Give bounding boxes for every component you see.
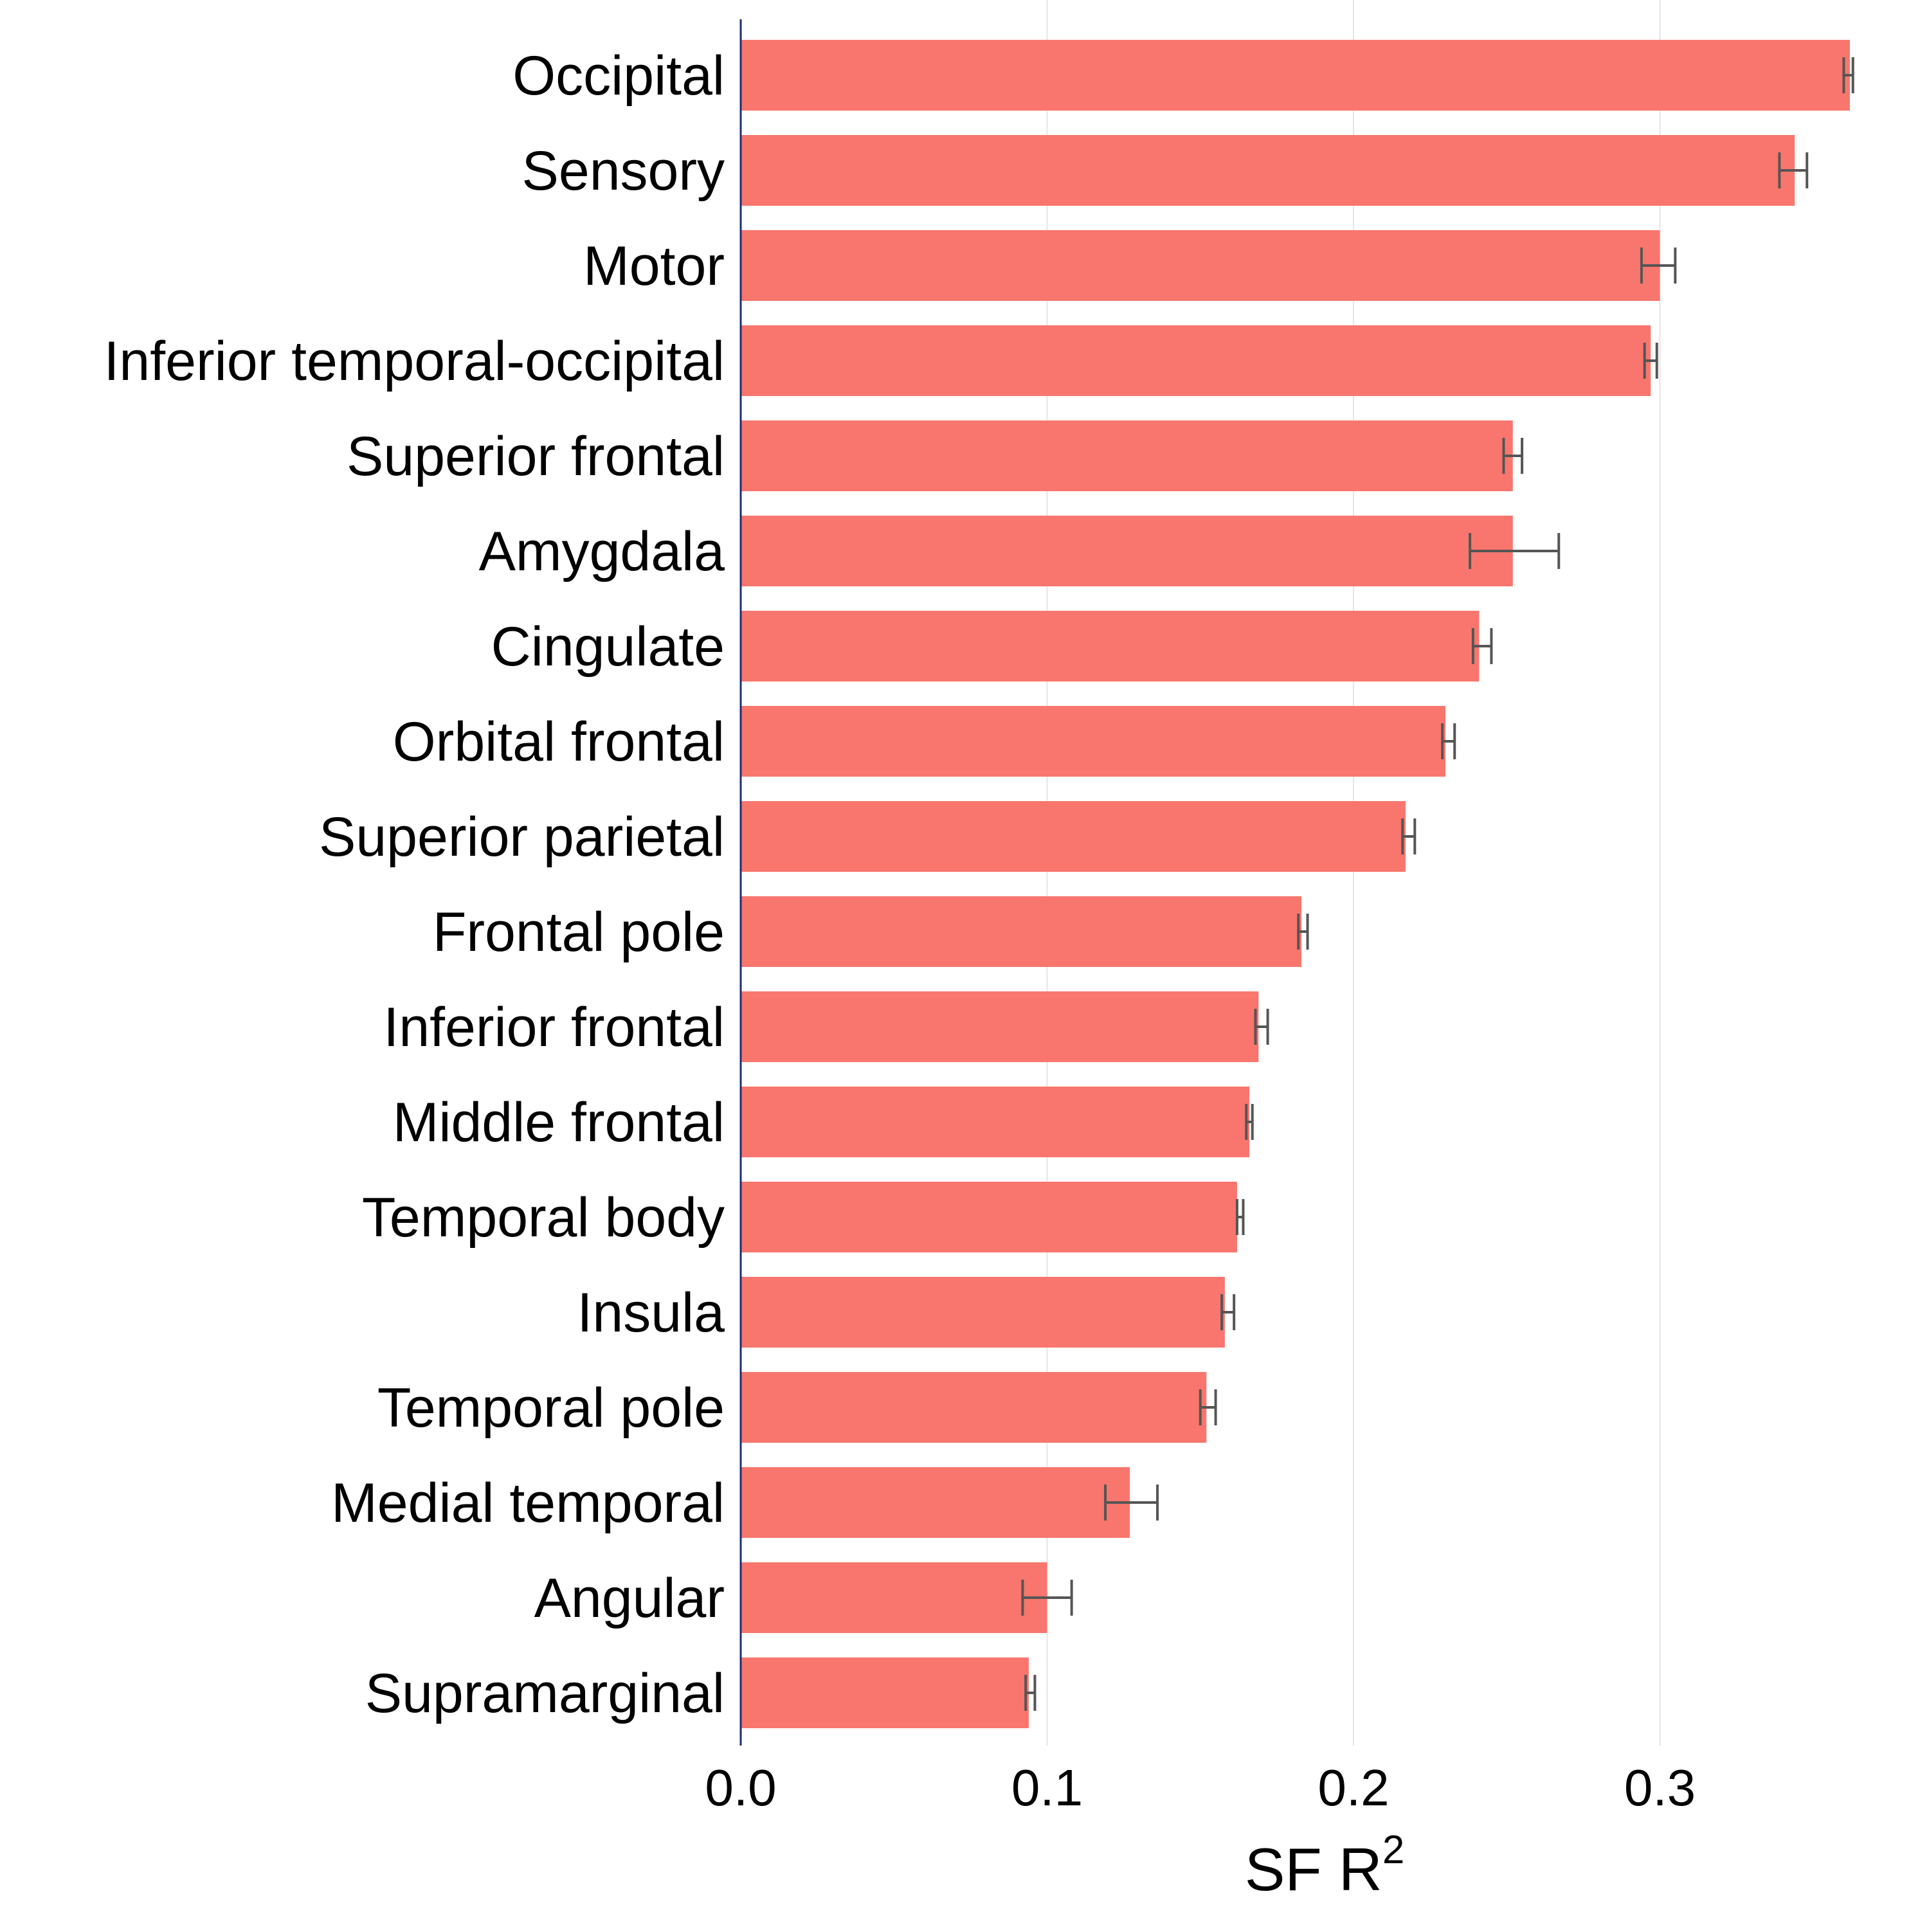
category-label: Amygdala [479, 521, 725, 582]
category-label: Insula [577, 1282, 725, 1344]
bar-layer [741, 40, 1850, 1728]
category-label: Occipital [512, 45, 725, 107]
category-label: Medial temporal [331, 1472, 725, 1534]
category-label: Orbital frontal [393, 711, 725, 773]
bar [741, 1657, 1029, 1728]
category-label: Inferior frontal [383, 997, 725, 1058]
bar [741, 1372, 1207, 1443]
x-tick-label: 0.0 [705, 1759, 776, 1816]
bar [741, 1562, 1047, 1633]
error-bar [1254, 1009, 1269, 1045]
x-tick-label-layer: 0.0 0.1 0.2 0.3 [705, 1759, 1696, 1816]
bar [741, 1277, 1225, 1348]
category-label: Inferior temporal-occipital [104, 330, 725, 392]
error-bar [1245, 1104, 1254, 1140]
x-axis-title-main: SF R [1245, 1836, 1382, 1903]
error-bar [1199, 1389, 1217, 1425]
x-axis-title: SF R2 [1245, 1828, 1405, 1903]
error-bar [1640, 248, 1677, 284]
category-label: Superior frontal [347, 426, 725, 487]
bar [741, 611, 1480, 682]
error-bar [1469, 533, 1561, 569]
bar [741, 40, 1850, 111]
category-label-layer: Occipital Sensory Motor Inferior temporal-o… [104, 45, 725, 1724]
category-label: Supramarginal [365, 1663, 725, 1724]
error-bar [1401, 818, 1417, 854]
x-tick-label: 0.1 [1011, 1759, 1083, 1816]
error-bar [1778, 152, 1809, 188]
error-bar [1502, 438, 1524, 474]
bar [741, 991, 1259, 1062]
category-label: Temporal pole [377, 1377, 725, 1439]
error-bar-layer [1021, 57, 1854, 1711]
error-bar [1104, 1485, 1159, 1521]
category-label: Frontal pole [433, 901, 725, 963]
bar [741, 801, 1406, 872]
category-label: Angular [534, 1567, 725, 1629]
x-tick-label: 0.2 [1318, 1759, 1389, 1816]
x-axis-title-superscript: 2 [1382, 1828, 1404, 1872]
bar [741, 325, 1651, 396]
bar [741, 1087, 1249, 1157]
error-bar [1471, 628, 1493, 664]
bar [741, 420, 1513, 491]
category-label: Middle frontal [393, 1092, 725, 1153]
error-bar [1235, 1199, 1245, 1235]
category-label: Motor [583, 235, 725, 297]
error-bar [1643, 343, 1658, 379]
bar [741, 230, 1660, 301]
error-bar [1441, 723, 1456, 759]
x-tick-label: 0.3 [1624, 1759, 1696, 1816]
error-bar [1021, 1580, 1073, 1616]
category-label: Cingulate [491, 616, 725, 678]
bar [741, 706, 1445, 777]
bar [741, 1467, 1130, 1538]
error-bar [1842, 57, 1854, 93]
bar [741, 516, 1513, 586]
error-bar [1220, 1294, 1236, 1330]
category-label: Temporal body [362, 1187, 725, 1249]
category-label: Sensory [522, 140, 725, 202]
category-label: Superior parietal [319, 806, 725, 868]
bar [741, 1182, 1237, 1252]
error-bar [1024, 1675, 1037, 1711]
error-bar [1297, 914, 1309, 950]
bar [741, 135, 1795, 206]
bar [741, 896, 1301, 967]
